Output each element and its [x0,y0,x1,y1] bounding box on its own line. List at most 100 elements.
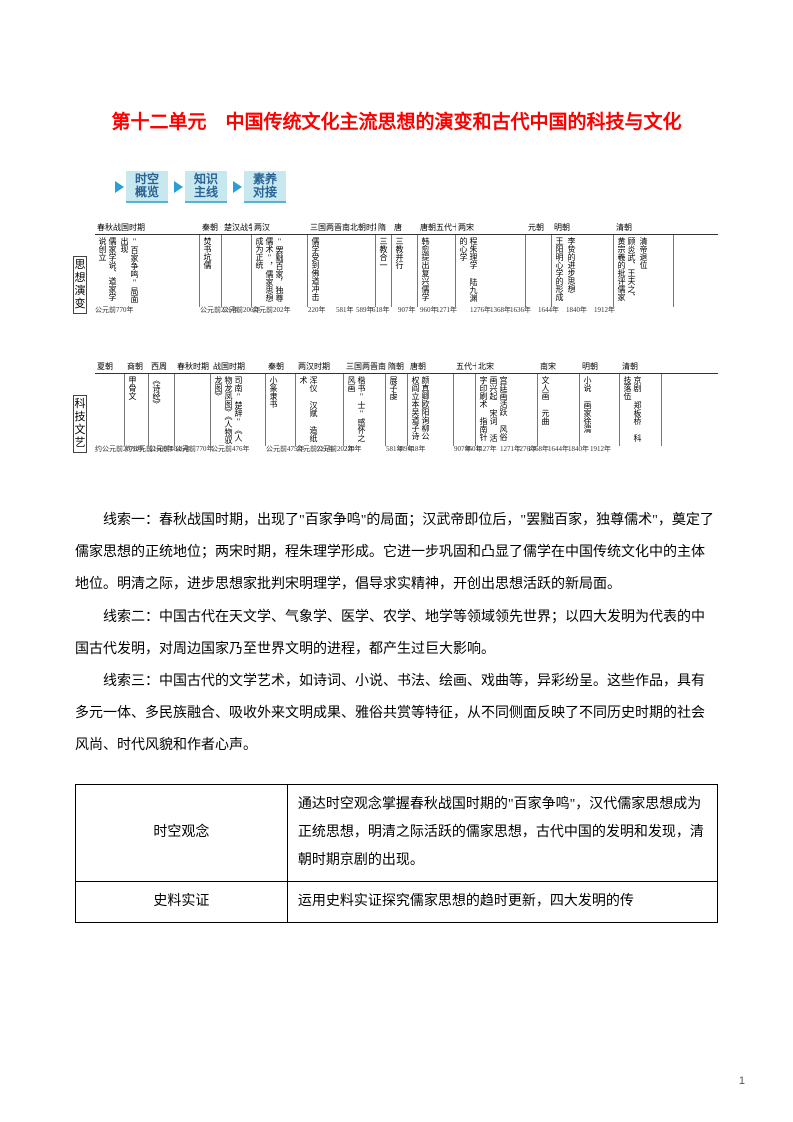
timeline-year: 公元前221年 [296,446,316,454]
timeline-period: 战国时期 [211,362,266,373]
nav-pill-label: 素养对接 [244,171,286,203]
clue-paragraph: 线索一：春秋战国时期，出现了"百家争鸣"的局面；汉武帝即位后，"罢黜百家，独尊儒… [75,505,718,602]
timeline-period: 隋 [376,223,392,234]
timeline-year: 公元前475年 [266,446,296,454]
timeline-year: 公元前770年 [175,446,211,454]
timeline-item: 小说 画家徐渭 [582,376,592,433]
timeline-cell: 楷书"士"感怀之风画 [344,374,386,446]
timeline-period: 秦朝 [266,362,296,373]
timeline-item: 楷书"士"感怀之风画 [346,376,366,444]
timeline-year: 618年 [372,307,398,315]
timeline-cell: 小说 画家徐渭 [580,374,620,446]
timeline-item: 甲骨文 [127,376,137,400]
timeline-period: 清朝 [614,223,674,234]
timeline-year: 公元前221年 [200,307,222,315]
timeline-item: "百家争鸣"局面出现 [119,237,139,305]
timeline-year: 1644年 [538,307,566,315]
timeline-period: 隋朝 [386,362,408,373]
nav-pill-literacy: 素养对接 [233,171,286,203]
timeline-science-arts: 科技文艺 夏朝商朝西周春秋时期战国时期秦朝两汉时期三国两晋南北朝时期隋朝唐朝五代… [95,362,718,487]
timeline-cell: 《诗经》 [149,374,175,446]
timeline-cell: 顾炎武、王夫之、黄宗羲的批评儒家清帝退位 [614,235,674,307]
timeline-period: 秦朝 [200,223,222,234]
timeline-cell: 颜真卿欧阳询柳公权阎立本吴道子诗 [408,374,454,446]
timeline-period: 南宋 [538,362,580,373]
timeline-cell: 韩愈提出复兴儒学 [418,235,456,307]
timeline-year: 589年 [397,446,408,454]
timeline-item: "罢黜百家，独尊儒术"，儒家思想成为正统 [254,237,284,305]
concept-table: 时空观念 通达时空观念掌握春秋战国时期的"百家争鸣"，汉代儒家思想成为正统思想，… [75,784,718,923]
timeline-year: 1368年 [528,446,548,454]
concept-label-cell: 史料实证 [76,882,288,923]
nav-pill-row: 时空概览 知识主线 素养对接 [115,171,718,203]
timeline-item: 儒家学说、道家学说创立 [97,237,117,305]
timeline-period: 两汉时期 [296,362,344,373]
timeline-year-row: 公元前770年公元前221年公元前206年公元前202年220年581年589年… [95,307,718,315]
timeline-cell: 儒家学说、道家学说创立"百家争鸣"局面出现 [95,235,200,307]
timeline-year: 1271年 [436,307,470,315]
timeline-item: 小篆隶书 [268,376,278,408]
timeline-cell: 儒学受到佛道冲击 [308,235,376,307]
timeline-period: 北宋 [476,362,538,373]
timeline-item: 三教合一 [378,237,388,269]
timeline-item: 司南"楚辞"《人物龙凤图》《人物驭龙图》 [213,376,243,444]
timeline-year: 1636年 [510,307,538,315]
timeline-cell: 京剧 郑板桥 科技落伍 [620,374,662,446]
timeline-item: 清帝退位 [638,237,648,269]
timeline-period: 清朝 [620,362,662,373]
timeline-year: 1276年 [470,307,490,315]
chevron-right-icon [174,181,183,193]
timeline-period-row: 春秋战国时期秦朝楚汉战争两汉三国两晋南北朝时期隋唐唐朝五代十国两宋元朝明朝清朝 [95,223,718,235]
timeline-period: 唐朝 [408,362,454,373]
timeline-cell: 小篆隶书 [266,374,296,446]
timeline-cell: "罢黜百家，独尊儒术"，儒家思想成为正统 [252,235,308,307]
timeline-item: 顾炎武、王夫之、黄宗羲的批评儒家 [616,237,636,305]
timeline-year: 约公元前1600年 [125,446,149,454]
timeline-item: 李贽的进步思想 [566,237,576,293]
timeline-cell: 三教并行 [392,235,418,307]
timeline-item: 韩愈提出复兴儒学 [420,237,430,301]
timeline-cell: 甲骨文 [125,374,149,446]
timeline-item: 《诗经》 [151,376,161,408]
timeline-year: 960年 [465,446,476,454]
clue-paragraph: 线索三：中国古代的文学艺术，如诗词、小说、书法、绘画、戏曲等，异彩纷呈。这些作品… [75,666,718,763]
timeline-year: 1368年 [490,307,510,315]
nav-pill-label: 知识主线 [185,171,227,203]
timeline-item: 宫廷画活跃 风俗画兴起 宋词 活字印刷术 指南针 [478,376,508,444]
timeline-cell [454,374,476,446]
table-row: 史料实证 运用史料实证探究儒家思想的趋时更新，四大发明的传 [76,882,718,923]
timeline-year: 约公元前2070年 [95,446,125,454]
timeline-period: 明朝 [580,362,620,373]
timeline-cell [222,235,252,307]
unit-title: 第十二单元 中国传统文化主流思想的演变和古代中国的科技与文化 [75,100,718,146]
timeline-period: 楚汉战争 [222,223,252,234]
timeline-year: 公元前202年 [316,446,344,454]
concept-label-cell: 时空观念 [76,785,288,882]
clue-section: 线索一：春秋战国时期，出现了"百家争鸣"的局面；汉武帝即位后，"罢黜百家，独尊儒… [75,505,718,763]
timeline-period: 明朝 [552,223,614,234]
timeline-year: 1912年 [590,446,610,454]
timeline-item: 焚书坑儒 [202,237,212,269]
table-row: 时空观念 通达时空观念掌握春秋战国时期的"百家争鸣"，汉代儒家思想成为正统思想，… [76,785,718,882]
concept-desc-cell: 通达时空观念掌握春秋战国时期的"百家争鸣"，汉代儒家思想成为正统思想，明清之际活… [287,785,717,882]
timeline-cell: 文人画 元曲 [538,374,580,446]
timeline-period: 唐朝五代十国 [418,223,456,234]
timeline-item: 程朱理学 陆九渊的心学 [458,237,478,305]
timeline-item: 儒学受到佛道冲击 [310,237,320,301]
timeline-year: 公元前476年 [211,446,266,454]
timeline-period: 西周 [149,362,175,373]
timeline-year: 公元前206年 [222,307,252,315]
timeline-year: 1840年 [568,446,590,454]
timeline-item: 京剧 郑板桥 科技落伍 [622,376,642,444]
timeline-item: 展子虔 [388,376,398,400]
timeline-item: 王阳明心学的形成 [554,237,564,301]
timeline-period: 夏朝 [95,362,125,373]
timeline-side-label: 思想演变 [73,256,87,314]
timeline-year: 1912年 [594,307,614,315]
timeline-cell [175,374,211,446]
nav-pill-label: 时空概览 [126,171,168,203]
timeline-item: 颜真卿欧阳询柳公权阎立本吴道子诗 [410,376,430,444]
timeline-cell: 宫廷画活跃 风俗画兴起 宋词 活字印刷术 指南针 [476,374,538,446]
timeline-year: 1644年 [548,446,568,454]
timeline-body-row: 儒家学说、道家学说创立"百家争鸣"局面出现焚书坑儒"罢黜百家，独尊儒术"，儒家思… [95,235,718,307]
